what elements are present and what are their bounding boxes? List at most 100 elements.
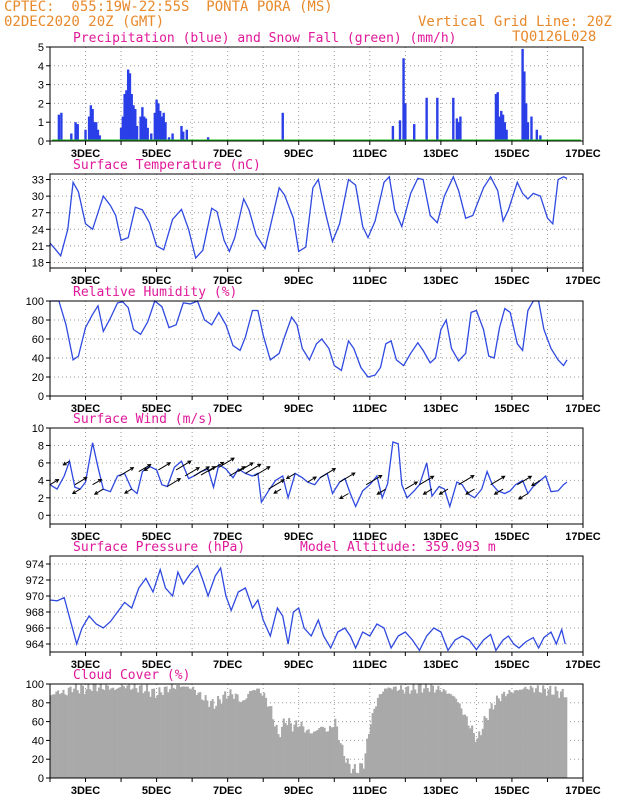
precip-bar xyxy=(93,122,96,141)
header-station: CPTEC: 055:19W-22:55S PONTA PORA (MS) xyxy=(4,0,333,15)
x-tick-label: 5DEC xyxy=(142,531,171,543)
wind-vector xyxy=(245,463,262,474)
x-tick-label: 11DEC xyxy=(352,148,387,160)
cloud-bar xyxy=(563,697,566,778)
cloud-bar xyxy=(195,694,198,778)
x-tick-label: 5DEC xyxy=(142,275,171,287)
precip-bar xyxy=(141,107,144,141)
y-tick-label: 974 xyxy=(26,559,44,571)
y-tick-label: 964 xyxy=(26,639,44,651)
y-tick-label: 24 xyxy=(32,224,44,236)
cloud-bar xyxy=(277,734,280,778)
cloud-bar xyxy=(407,686,410,778)
cloud-bar xyxy=(524,686,527,778)
cloud-bar xyxy=(558,697,561,778)
precip-bar xyxy=(70,133,73,141)
cloud-bar xyxy=(94,684,97,778)
cloud-bar xyxy=(485,718,488,778)
cloud-bar xyxy=(147,691,150,778)
cloud-bar xyxy=(312,731,316,778)
precip-bar xyxy=(76,124,79,141)
cloud-bar xyxy=(426,688,429,778)
x-tick-label: 15DEC xyxy=(494,403,530,415)
humidity-title: Relative Humidity (%) xyxy=(73,285,237,300)
cloud-bar xyxy=(490,703,493,778)
cloud-bar xyxy=(302,726,305,778)
cloud-bar xyxy=(515,690,518,778)
cloud-bar xyxy=(295,720,298,778)
precip-bar xyxy=(402,58,405,141)
precip-bar xyxy=(452,97,455,141)
cloud-bar xyxy=(495,695,499,778)
cloud-bar xyxy=(320,726,323,778)
wind-vector xyxy=(438,488,449,495)
x-tick-label: 11DEC xyxy=(352,403,387,415)
x-tick-label: 5DEC xyxy=(142,785,171,797)
cloud-bar xyxy=(380,693,383,778)
wind-vector xyxy=(123,488,132,494)
cloud-bar xyxy=(286,725,289,778)
cloud-bar xyxy=(53,694,56,778)
y-tick-label: 0 xyxy=(38,510,44,522)
wind-vector xyxy=(238,462,254,473)
cloud-bar xyxy=(121,684,124,778)
cloud-bar xyxy=(153,688,156,778)
cloud-bar xyxy=(74,684,77,778)
wind-vector xyxy=(119,467,135,477)
cloud-bar xyxy=(254,690,257,778)
x-tick-label: 7DEC xyxy=(213,148,242,160)
cloud-bar xyxy=(392,686,395,778)
cloud-bar xyxy=(368,733,371,778)
cloud-bar xyxy=(472,733,475,778)
y-tick-label: 18 xyxy=(32,257,44,269)
wind-vector xyxy=(92,478,103,486)
cloud-bar xyxy=(211,699,214,778)
wind-panel: Surface Wind (m/s) 0 2 4 6 8 10 3DEC 5DEC 7DEC 9DE… xyxy=(32,412,601,543)
wind-vector xyxy=(268,479,285,490)
cloud-bar xyxy=(414,689,417,778)
cloud-bar xyxy=(458,703,461,778)
x-tick-label: 7DEC xyxy=(213,659,242,671)
cloud-bar xyxy=(76,690,79,778)
precip-panel: Precipitation (blue) and Snow Fall (gree… xyxy=(38,31,601,160)
cloud-bar xyxy=(332,726,335,778)
x-tick-label: 5DEC xyxy=(142,148,171,160)
cloud-bar xyxy=(266,706,269,778)
cloud-bar xyxy=(501,693,504,778)
cloud-bar xyxy=(236,694,239,778)
wind-vector xyxy=(339,472,356,483)
wind-frame xyxy=(49,427,584,525)
cloud-bar xyxy=(177,684,180,778)
y-tick-label: 966 xyxy=(26,623,44,635)
cloud-bar xyxy=(449,694,452,778)
header-code: TQ0126L028 xyxy=(512,29,597,45)
cloud-bar xyxy=(245,698,248,778)
precip-bar xyxy=(158,110,162,141)
precip-bar xyxy=(94,122,98,141)
cloud-bar xyxy=(334,718,337,778)
cloud-bar xyxy=(298,726,301,778)
cloud-bar xyxy=(519,689,522,778)
x-tick-label: 17DEC xyxy=(565,531,601,543)
cloud-bar xyxy=(350,773,353,778)
wind-vector xyxy=(339,493,349,500)
cloud-bar xyxy=(268,706,271,778)
wind-vector xyxy=(465,488,475,495)
cloud-bar xyxy=(467,725,470,778)
wind-vector xyxy=(193,466,210,477)
cloud-bar xyxy=(288,718,291,778)
y-tick-label: 5 xyxy=(38,42,44,54)
cloud-bar xyxy=(161,695,165,778)
cloud-bar xyxy=(129,689,133,778)
wind-vector xyxy=(285,472,296,480)
wind-vector xyxy=(138,463,152,473)
y-tick-label: 30 xyxy=(32,191,44,203)
cloud-bar xyxy=(343,755,346,778)
cloud-bar xyxy=(202,700,205,778)
cloud-bar xyxy=(145,684,149,778)
precip-bar xyxy=(206,137,210,141)
cloud-bar xyxy=(341,744,344,778)
cloud-bar xyxy=(229,689,232,778)
y-tick-label: 40 xyxy=(32,735,44,747)
y-tick-label: 2 xyxy=(38,98,44,110)
